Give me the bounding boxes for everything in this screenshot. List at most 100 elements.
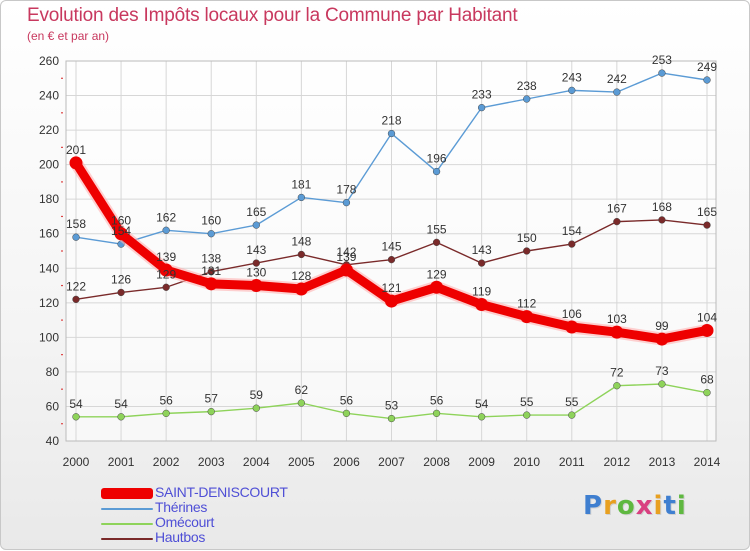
data-point	[294, 282, 308, 296]
data-point	[162, 283, 170, 291]
x-tick-label: 2006	[333, 455, 360, 469]
plot-border	[65, 60, 717, 442]
legend-swatch	[101, 507, 153, 510]
legend-label: Hautbos	[155, 529, 206, 545]
logo-letter: P	[583, 491, 604, 521]
data-point	[703, 388, 711, 397]
data-point	[655, 332, 669, 346]
data-point	[658, 69, 666, 77]
data-label: 56	[340, 393, 354, 407]
data-point	[658, 380, 666, 388]
x-tick-label: 2005	[288, 455, 315, 469]
data-point	[297, 399, 306, 407]
data-label: 158	[66, 217, 86, 231]
y-tick-label: 140	[39, 261, 59, 275]
data-point	[159, 263, 173, 277]
data-label: 155	[427, 222, 447, 236]
data-label: 55	[565, 395, 579, 409]
data-label: 122	[66, 279, 86, 293]
data-point	[523, 411, 531, 419]
data-point	[162, 409, 170, 418]
x-tick-label: 2002	[153, 455, 180, 469]
data-label: 243	[562, 70, 582, 84]
data-label: 59	[250, 388, 264, 402]
data-label: 150	[517, 231, 537, 245]
y-tick-label: 260	[39, 54, 59, 68]
legend-label: Thérines	[155, 499, 208, 515]
y-tick-label: 80	[46, 365, 60, 379]
data-point	[297, 250, 306, 259]
legend-label: Omécourt	[155, 514, 215, 530]
data-point	[114, 227, 128, 241]
data-label: 181	[291, 177, 311, 191]
data-point	[342, 409, 351, 418]
data-point	[387, 255, 396, 264]
data-label: 119	[472, 285, 491, 299]
data-label: 57	[205, 392, 219, 406]
data-point	[703, 76, 711, 84]
data-point	[162, 226, 170, 234]
data-point	[700, 323, 714, 337]
data-label: 54	[69, 397, 83, 411]
data-label: 167	[607, 202, 627, 216]
x-tick-label: 2000	[63, 455, 90, 469]
data-point	[430, 280, 444, 294]
data-point	[117, 288, 125, 297]
x-tick-label: 2009	[468, 455, 495, 469]
data-label: 62	[295, 383, 309, 397]
y-tick-label: 200	[39, 158, 59, 172]
x-tick-label: 2008	[423, 455, 450, 469]
data-label: 165	[697, 205, 717, 219]
data-point	[432, 167, 441, 176]
data-label: 253	[652, 53, 672, 67]
data-label: 131	[201, 264, 221, 278]
data-point	[72, 413, 80, 421]
data-label: 249	[697, 60, 717, 74]
legend-label: SAINT-DENISCOURT	[155, 484, 288, 500]
legend-swatch	[101, 522, 153, 525]
data-point	[658, 216, 666, 224]
data-point	[703, 221, 711, 229]
data-label: 106	[562, 307, 582, 321]
y-tick-label: 60	[46, 399, 60, 413]
data-label: 99	[655, 319, 669, 333]
data-point	[72, 233, 80, 241]
data-point	[565, 320, 579, 334]
data-label: 54	[114, 397, 128, 411]
data-label: 143	[246, 243, 266, 257]
data-point	[117, 413, 125, 421]
logo-letter: x	[635, 491, 654, 521]
data-label: 126	[111, 272, 131, 286]
data-label: 145	[381, 240, 401, 254]
data-point	[207, 268, 215, 276]
data-label: 68	[700, 373, 714, 387]
data-label: 160	[201, 214, 221, 228]
data-point	[568, 86, 576, 95]
y-tick-label: 100	[39, 330, 59, 344]
data-label: 138	[201, 252, 221, 266]
data-label: 201	[66, 143, 86, 157]
data-point	[249, 279, 263, 293]
data-point	[477, 103, 486, 112]
data-point	[475, 298, 489, 312]
data-label: 130	[246, 266, 266, 280]
data-point	[387, 414, 396, 423]
data-label: 154	[562, 224, 582, 238]
data-label: 148	[291, 234, 311, 248]
y-tick-label: 240	[39, 89, 59, 103]
data-label: 160	[111, 214, 131, 228]
data-point	[207, 407, 215, 416]
data-label: 242	[607, 72, 627, 86]
data-label: 56	[159, 393, 173, 407]
data-label: 139	[336, 250, 356, 264]
data-point	[613, 217, 621, 226]
data-point	[385, 294, 398, 308]
x-tick-label: 2012	[604, 455, 631, 469]
x-tick-label: 2010	[513, 455, 540, 469]
data-label: 104	[697, 310, 717, 324]
x-tick-label: 2003	[198, 455, 225, 469]
data-point	[613, 88, 621, 96]
data-label: 121	[381, 281, 401, 295]
logo-letter: t	[663, 491, 677, 521]
